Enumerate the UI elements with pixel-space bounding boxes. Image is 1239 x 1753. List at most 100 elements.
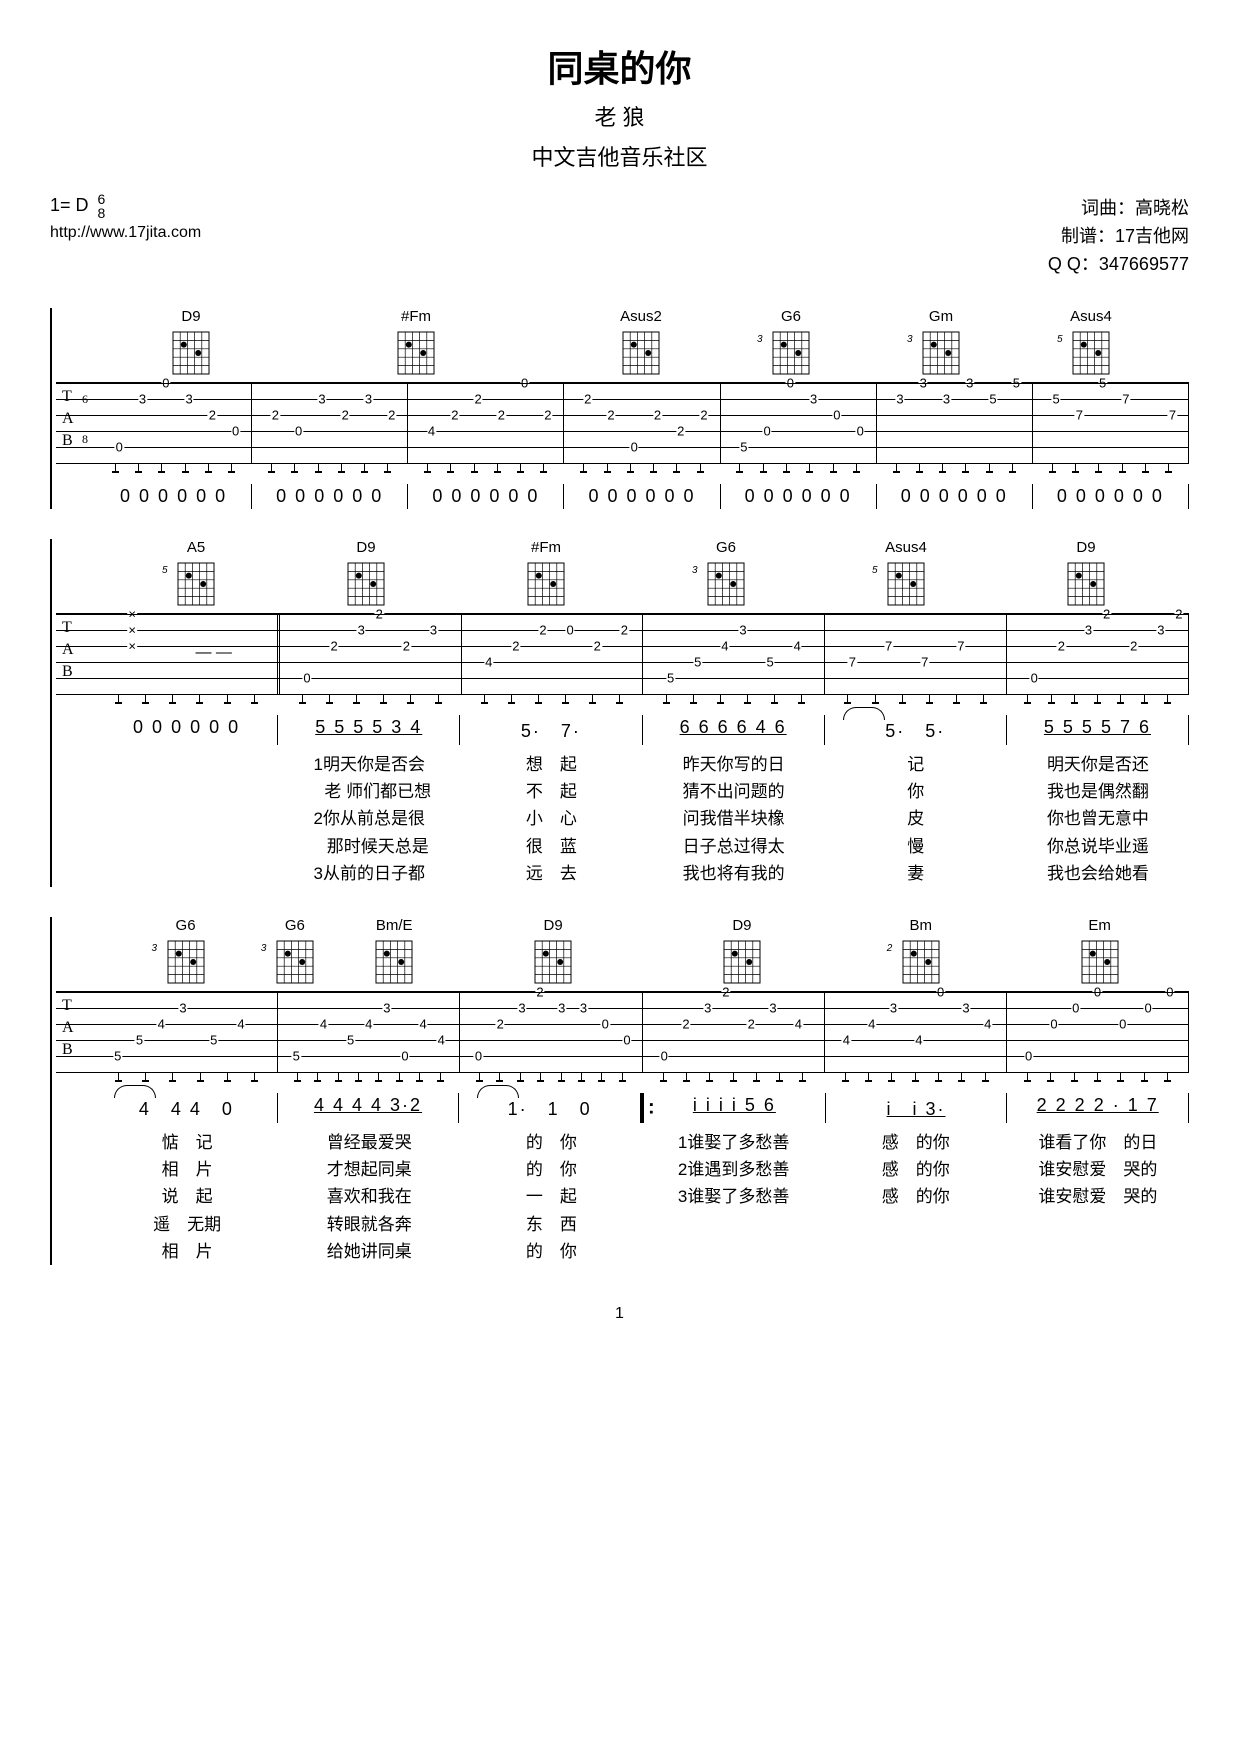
tab-note: × [127, 607, 137, 622]
tab-note: 7 [848, 655, 857, 670]
chord-name: D9 [356, 539, 375, 557]
tab-note: 4 [842, 1032, 851, 1047]
lyric-cell [1007, 1211, 1189, 1238]
chord-name: D9 [544, 917, 563, 935]
measure: 220222 [564, 383, 720, 463]
lyric-cell [825, 1238, 1007, 1265]
tab-note: 3 [138, 392, 147, 407]
lyric-cell: 的 你 [460, 1156, 642, 1183]
beam-group [416, 463, 556, 473]
song-title: 同桌的你 [50, 40, 1189, 92]
tab-note: 3 [357, 623, 366, 638]
tab-note: 4 [437, 1032, 446, 1047]
tab-note: 3 [184, 392, 193, 407]
tab-note: 4 [236, 1016, 245, 1031]
chord-Gm: Gm3 [866, 308, 1016, 378]
lyric-cell: 3谁娶了多愁善 [643, 1183, 825, 1210]
lyrics-row: 2你从前总是很小 心问我借半块橡皮你也曾无意中 [96, 805, 1189, 832]
measure: — —××× [96, 614, 280, 694]
meta-left: 1= D 6 8 http://www.17jita.com [50, 192, 201, 278]
lyrics-row: 3从前的日子都远 去我也将有我的妻我也会给她看 [96, 860, 1189, 887]
tab-note: 7 [1121, 392, 1130, 407]
lyric-cell: 慢 [825, 833, 1007, 860]
tab-note: 2 [1102, 607, 1111, 622]
tab-note: 0 [786, 376, 795, 391]
num-measure: 2 2 2 2 · 1 7 [1007, 1093, 1189, 1123]
num-measure: 0 0 0 0 0 0 [96, 715, 278, 745]
lyric-cell: 记 [825, 751, 1007, 778]
chord-D9: D9 [653, 917, 832, 987]
num-measure: 5· 7· [460, 715, 642, 745]
tab-note: 5 [1098, 376, 1107, 391]
fret-number: 5 [162, 565, 168, 576]
tab-note: 0 [400, 1048, 409, 1063]
lyric-cell: 老 师们都已想 [278, 778, 460, 805]
num-row-3: 4 4 4 04 4 4 4 3·21· 1 0i i i i 5 6i i 3… [56, 1093, 1189, 1123]
tab-note: 5 [209, 1032, 218, 1047]
chord-row-2: A55D9#FmG63Asus45D9 [56, 539, 1189, 609]
tab-note: 3 [809, 392, 818, 407]
fret-number: 5 [1057, 334, 1063, 345]
num-row-1: 0 0 0 0 0 00 0 0 0 0 00 0 0 0 0 00 0 0 0… [56, 484, 1189, 509]
lyric-cell: 感 的你 [825, 1183, 1007, 1210]
fret-number: 3 [692, 565, 698, 576]
tab-note: 0 [1024, 1048, 1033, 1063]
tab-note: 3 [1084, 623, 1093, 638]
measure: 023223 [280, 614, 462, 694]
system-1: D9#FmAsus2G63Gm3Asus45 T A B 6 8 0303202… [50, 308, 1189, 509]
tab-note: 5 [765, 655, 774, 670]
tab-note: 2 [496, 1016, 505, 1031]
tab-note: 0 [1071, 1000, 1080, 1015]
tab-note: 7 [920, 655, 929, 670]
tab-note: 0 [762, 424, 771, 439]
tab-note: 2 [375, 607, 384, 622]
chord-name: A5 [187, 539, 205, 557]
measure: 7777 [825, 614, 1007, 694]
chord-grid: 3 [919, 328, 963, 378]
tab-note: 0 [630, 440, 639, 455]
tab-note: 4 [484, 655, 493, 670]
num-measure: 6 6 6 6 4 6 [643, 715, 825, 745]
tab-note: 3 [178, 1000, 187, 1015]
measure: 422202 [408, 383, 564, 463]
tab-note: 3 [942, 392, 951, 407]
chord-name: Asus2 [620, 308, 662, 326]
header: 同桌的你 老 狼 中文吉他音乐社区 [50, 40, 1189, 172]
num-measure: 1· 1 0 [459, 1093, 641, 1123]
community: 中文吉他音乐社区 [50, 140, 1189, 172]
lyric-cell [643, 1211, 825, 1238]
tab-note: 0 [231, 424, 240, 439]
num-measure: 0 0 0 0 0 0 [721, 484, 877, 509]
beam-group [289, 694, 452, 704]
tab-note: 3 [889, 1000, 898, 1015]
lyric-cell: 谁安慰爱 哭的 [1007, 1183, 1189, 1210]
measure: 422022 [462, 614, 644, 694]
ts-bot: 8 [82, 433, 88, 445]
lyric-cell [96, 751, 278, 778]
lyric-cell: 惦 记 [96, 1129, 278, 1156]
chord-G6: G63 [636, 539, 816, 609]
lyrics-row: 相 片给她讲同桌的 你 [96, 1238, 1189, 1265]
chord-name: D9 [1076, 539, 1095, 557]
lyric-cell: 喜欢和我在 [278, 1183, 460, 1210]
beam-group [105, 694, 268, 704]
chord-name: G6 [781, 308, 801, 326]
tab-note: 3 [738, 623, 747, 638]
tab-label-b: B [62, 433, 73, 449]
measure: 54543044 [278, 992, 460, 1072]
tab-note: 7 [1168, 408, 1177, 423]
lyric-cell: 的 你 [460, 1129, 642, 1156]
lyric-cell: 远 去 [460, 860, 642, 887]
tab-note: 2 [620, 623, 629, 638]
beam-group [834, 1072, 997, 1082]
num-measure: 0 0 0 0 0 0 [96, 484, 252, 509]
num-measure: 0 0 0 0 0 0 [877, 484, 1033, 509]
tab-note: 2 [653, 408, 662, 423]
tab-note: 0 [566, 623, 575, 638]
key-label: 1= D [50, 195, 89, 215]
lyricist: 词曲：高晓松 [1048, 194, 1189, 220]
artist: 老 狼 [50, 100, 1189, 132]
tab-note: 7 [956, 639, 965, 654]
lyrics-row: 1明天你是否会想 起昨天你写的日记明天你是否还 [96, 751, 1189, 778]
lyric-cell: 给她讲同桌 [278, 1238, 460, 1265]
